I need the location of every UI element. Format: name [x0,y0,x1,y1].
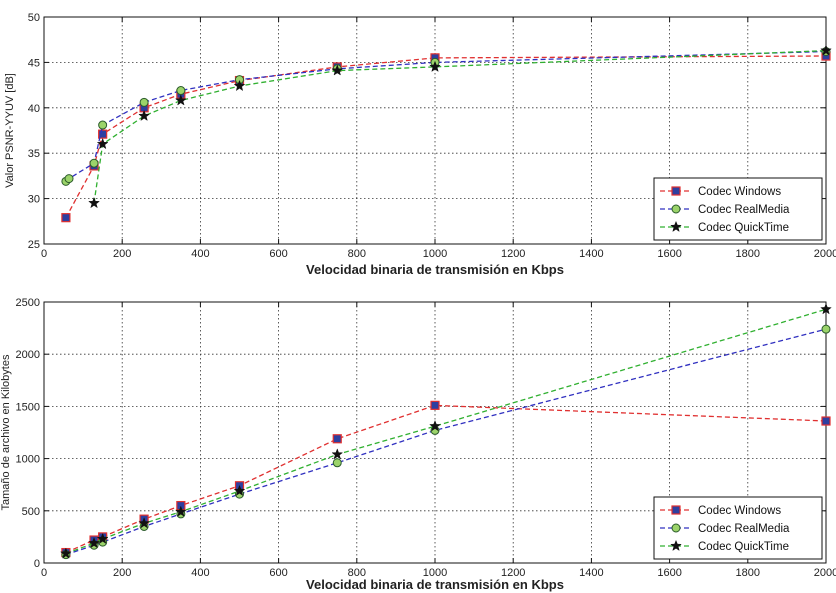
data-point [821,416,831,426]
x-tick-label: 800 [348,567,366,579]
x-tick-label: 0 [41,567,47,579]
data-point [64,174,74,184]
data-point [331,448,344,460]
y-tick-label: 1000 [16,454,40,466]
data-point [429,60,441,72]
data-point [98,120,108,130]
x-tick-label: 400 [191,567,209,579]
y-tick-label: 2500 [16,297,40,309]
x-tick-label: 1800 [736,248,760,260]
x-tick-label: 200 [113,567,131,579]
x-tick-label: 1200 [501,248,525,260]
data-point [332,458,342,468]
data-point [332,434,342,444]
legend-label: Codec RealMedia [698,204,790,216]
data-point [429,419,441,432]
x-tick-label: 1800 [736,567,760,579]
legend-label: Codec QuickTime [698,222,789,234]
data-point [88,196,100,209]
data-point [233,484,246,496]
legend-box [653,496,823,560]
x-tick-label: 1600 [657,248,681,260]
legend: Codec Windows Codec RealMedia Codec QuickT… [653,496,823,560]
chart-1: 0 200 400 600 800 1000 1200 1400 1600 1800 2000 25 3… [4,12,836,277]
y-tick-label: 25 [28,239,40,251]
data-point [233,79,246,92]
legend-marker [671,523,681,533]
y-tick-label: 50 [28,12,40,24]
chart-2: 0 200 400 600 800 1000 1200 1400 1600 1800 2000 0 50… [0,297,836,592]
data-point [174,505,187,517]
data-point [138,109,150,121]
x-tick-label: 0 [41,248,47,260]
legend-marker [671,186,681,196]
y-tick-label: 45 [28,57,40,69]
x-tick-label: 1400 [579,248,603,260]
data-point [430,400,440,410]
y-tick-label: 500 [22,506,40,518]
data-point [60,547,72,559]
x-tick-label: 400 [191,248,209,260]
x-tick-label: 600 [269,248,287,260]
y-tick-label: 40 [28,103,40,115]
legend-label: Codec QuickTime [698,541,789,553]
data-point [174,94,187,106]
x-tick-label: 1600 [657,567,681,579]
x-tick-label: 1400 [579,567,603,579]
data-point [820,303,832,315]
y-axis-label: Tamaño de archivo en Kilobytes [0,354,12,510]
x-axis-label: Velocidad binaria de transmisión en Kbps [306,577,564,592]
legend-marker [671,505,681,515]
data-point [96,137,109,150]
series-line [65,50,827,182]
y-tick-label: 2000 [16,349,40,361]
data-point [331,64,344,76]
x-tick-label: 1000 [423,248,447,260]
legend-label: Codec Windows [698,186,781,198]
data-point [820,44,832,56]
y-tick-label: 1500 [16,401,40,413]
x-tick-label: 800 [348,248,366,260]
legend-label: Codec Windows [698,505,781,517]
y-tick-label: 30 [28,194,40,206]
x-tick-label: 1200 [501,567,525,579]
legend-label: Codec RealMedia [698,523,790,535]
legend: Codec Windows Codec RealMedia Codec QuickT… [653,177,823,241]
data-point [138,517,150,529]
x-tick-label: 200 [113,248,131,260]
x-tick-label: 1000 [423,567,447,579]
data-point [821,324,831,334]
y-tick-label: 0 [34,558,40,570]
x-tick-label: 600 [269,567,287,579]
x-tick-label: 2000 [814,248,836,260]
x-axis-label: Velocidad binaria de transmisión en Kbps [306,262,564,277]
y-axis-label: Valor PSNR-YYUV [dB] [4,73,16,188]
x-tick-label: 2000 [814,567,836,579]
series-line [93,49,827,204]
data-point [96,532,109,544]
series-codec-quicktime [88,44,832,209]
legend-box [653,177,823,241]
data-point [88,536,100,549]
y-tick-label: 35 [28,148,40,160]
legend-marker [670,220,682,232]
legend-marker [671,204,681,214]
data-point [61,213,71,223]
series-codec-quicktime [60,303,832,559]
data-point [139,97,149,107]
legend-marker [670,539,682,551]
data-point [176,86,186,96]
data-point [89,158,99,168]
